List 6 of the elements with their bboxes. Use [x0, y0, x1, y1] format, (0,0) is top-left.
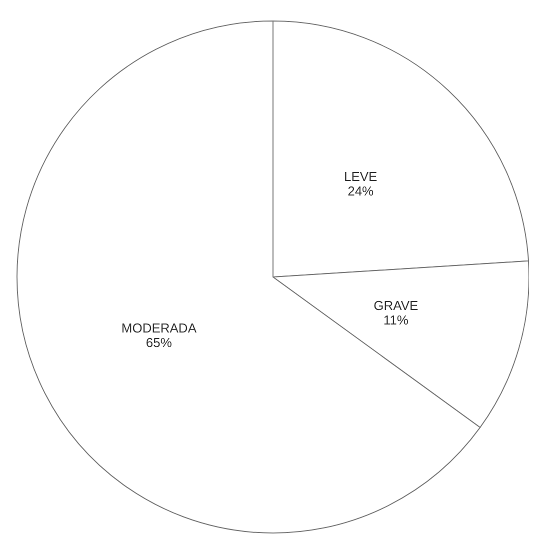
slice-label: MODERADA	[121, 320, 197, 336]
slice-label: LEVE	[344, 169, 378, 184]
data-label: 11%	[383, 312, 409, 328]
slice-label: GRAVE	[374, 298, 419, 314]
data-label: 24%	[348, 183, 374, 198]
data-label: 65%	[146, 334, 172, 350]
